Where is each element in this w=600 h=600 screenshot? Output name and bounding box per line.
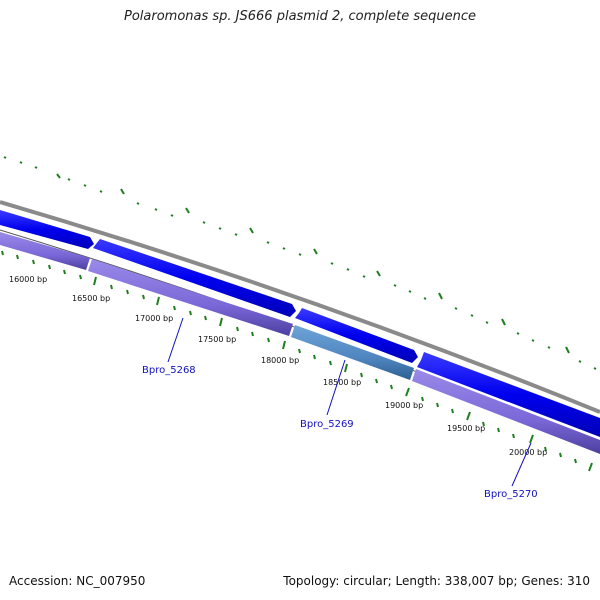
- gene-label-bpro-5268[interactable]: Bpro_5268: [142, 365, 196, 376]
- tick-label-18500: 18500 bp: [323, 378, 361, 387]
- tick-label-17000: 17000 bp: [135, 314, 173, 323]
- accession-text: Accession: NC_007950: [9, 574, 146, 588]
- callout-line-bpro-5268: [167, 317, 184, 363]
- tick-label-20000: 20000 bp: [509, 448, 547, 457]
- inner-tick-ring: [1, 250, 593, 472]
- topology-summary: Topology: circular; Length: 338,007 bp; …: [283, 574, 590, 588]
- tick-label-19000: 19000 bp: [385, 401, 423, 410]
- backbone-outer-track: [0, 200, 600, 414]
- gene-bar-bpro-5269: [291, 325, 414, 380]
- forward-feature-3: [295, 308, 418, 363]
- gene-bar-bpro-5268: [88, 259, 293, 336]
- forward-feature-track: [0, 210, 600, 437]
- gene-label-bpro-5269[interactable]: Bpro_5269: [300, 419, 354, 430]
- forward-feature-4: [417, 352, 600, 437]
- outer-tick-ring: [3, 156, 597, 370]
- gene-label-bpro-5270[interactable]: Bpro_5270: [484, 489, 538, 500]
- tick-label-16500: 16500 bp: [72, 294, 110, 303]
- tick-label-16000: 16000 bp: [9, 275, 47, 284]
- callout-line-bpro-5269: [326, 359, 346, 416]
- tick-label-17500: 17500 bp: [198, 335, 236, 344]
- tick-label-18000: 18000 bp: [261, 356, 299, 365]
- map-title: Polaromonas sp. JS666 plasmid 2, complet…: [123, 9, 476, 24]
- gene-callouts: Bpro_5268 Bpro_5269 Bpro_5270: [142, 317, 538, 500]
- tick-label-19500: 19500 bp: [447, 424, 485, 433]
- gene-track: [0, 232, 600, 454]
- gene-bar-upstream: [0, 232, 90, 270]
- callout-line-bpro-5270: [511, 442, 532, 487]
- forward-feature-1: [0, 210, 94, 249]
- forward-feature-2: [93, 239, 296, 317]
- bp-tick-labels: 16000 bp 16500 bp 17000 bp 17500 bp 1800…: [9, 275, 547, 457]
- gene-bar-bpro-5270: [412, 369, 600, 454]
